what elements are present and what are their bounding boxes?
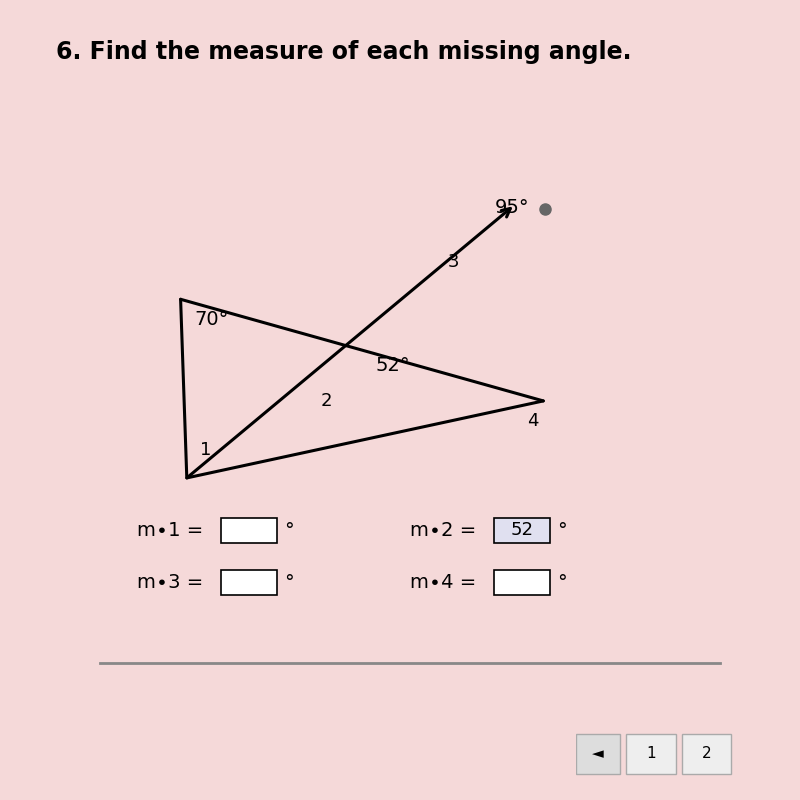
- Text: m∙1 =: m∙1 =: [138, 521, 203, 540]
- Text: °: °: [284, 521, 294, 540]
- Text: 2: 2: [321, 392, 332, 410]
- FancyBboxPatch shape: [221, 570, 277, 595]
- FancyBboxPatch shape: [494, 518, 550, 542]
- Text: °: °: [284, 573, 294, 592]
- FancyBboxPatch shape: [682, 734, 731, 774]
- Text: ◄: ◄: [592, 746, 604, 762]
- Text: 1: 1: [646, 746, 656, 762]
- Text: m∙4 =: m∙4 =: [410, 573, 476, 592]
- FancyBboxPatch shape: [494, 570, 550, 595]
- Text: 52°: 52°: [376, 356, 410, 375]
- Text: 3: 3: [448, 253, 459, 271]
- FancyBboxPatch shape: [221, 518, 277, 542]
- Text: 52: 52: [510, 522, 533, 539]
- Text: 2: 2: [702, 746, 711, 762]
- FancyBboxPatch shape: [626, 734, 676, 774]
- Text: m∙3 =: m∙3 =: [138, 573, 203, 592]
- Text: 1: 1: [201, 442, 212, 459]
- Text: m∙2 =: m∙2 =: [410, 521, 476, 540]
- Text: °: °: [557, 521, 566, 540]
- Text: 4: 4: [527, 412, 538, 430]
- Text: 6. Find the measure of each missing angle.: 6. Find the measure of each missing angl…: [56, 40, 631, 64]
- FancyBboxPatch shape: [576, 734, 620, 774]
- Text: 70°: 70°: [194, 310, 229, 330]
- Text: °: °: [557, 573, 566, 592]
- Text: 95°: 95°: [495, 198, 530, 218]
